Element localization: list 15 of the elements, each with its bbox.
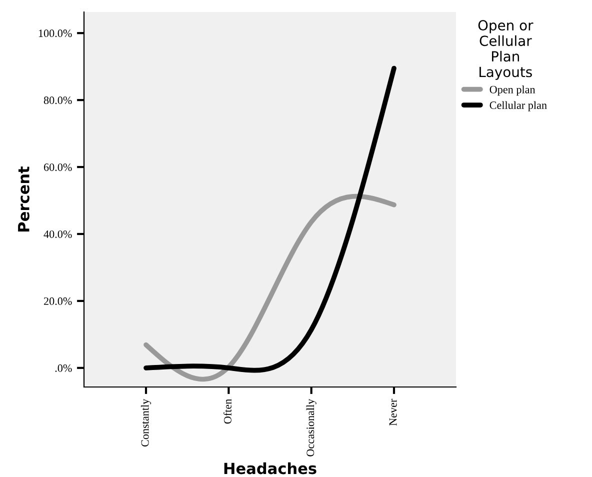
x-tick-label: Often — [224, 398, 232, 424]
x-axis-title: Headaches — [224, 462, 316, 474]
legend-title: Open or Cellular Plan Layouts — [478, 20, 534, 80]
y-tick-label: 20.0% — [44, 297, 72, 305]
legend-label: Open plan — [490, 86, 536, 96]
x-tick-label: Constantly — [140, 398, 152, 446]
legend-label: Cellular plan — [490, 101, 547, 112]
y-tick-label: 40.0% — [44, 230, 72, 238]
y-tick-label: 60.0% — [44, 163, 72, 172]
y-tick-label: .0% — [55, 364, 72, 372]
x-tick-label: Never — [389, 398, 397, 426]
y-axis-title: Percent — [18, 166, 30, 232]
y-tick-label: 80.0% — [44, 96, 72, 104]
y-tick-label: 100.0% — [38, 30, 72, 38]
x-tick-label: Occasionally — [306, 398, 316, 456]
